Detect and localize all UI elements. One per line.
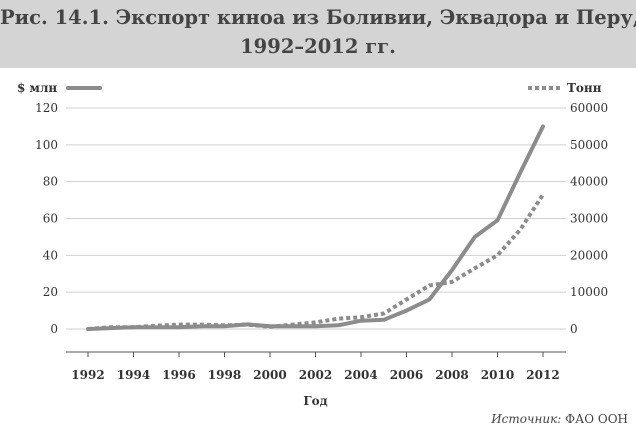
x-axis-title: Год [303, 394, 327, 408]
x-axis-ticks: 1992 1994 1996 1998 2000 2002 2004 2006 2008 2010… [71, 368, 559, 382]
series-line-1 [86, 124, 545, 331]
left-tick-label: 60 [43, 212, 58, 226]
source-label: Источник: [491, 412, 562, 426]
right-tick-label: 10000 [570, 285, 608, 299]
right-tick-label: 30000 [570, 212, 608, 226]
source-note: Источник: ФАО ООН [491, 412, 628, 426]
x-tick-label: 2004 [344, 368, 377, 382]
series-line-2 [87, 193, 545, 331]
left-tick-label: 0 [50, 322, 58, 336]
left-tick-label: 20 [43, 285, 58, 299]
left-tick-label: 40 [43, 248, 58, 262]
x-tick-label: 1996 [162, 368, 195, 382]
grid [66, 107, 566, 330]
left-tick-label: 80 [43, 175, 58, 189]
right-tick-label: 40000 [570, 175, 608, 189]
x-tick-label: 2010 [481, 368, 514, 382]
chart-title-line-1: Рис. 14.1. Экспорт киноа из Боливии, Экв… [0, 6, 636, 29]
right-tick-label: 0 [570, 322, 578, 336]
source-value: ФАО ООН [565, 412, 628, 426]
title-band: Рис. 14.1. Экспорт киноа из Боливии, Экв… [0, 0, 636, 68]
axes [66, 351, 566, 357]
x-tick-label: 2000 [253, 368, 286, 382]
series [86, 124, 545, 331]
x-tick-label: 2006 [390, 368, 423, 382]
chart-title-line-2: 1992–2012 гг. [240, 35, 396, 58]
left-tick-label: 120 [35, 101, 58, 115]
legend-label-right: Тонн [567, 81, 602, 95]
x-tick-label: 1992 [71, 368, 104, 382]
x-tick-label: 1998 [208, 368, 241, 382]
left-tick-label: 100 [35, 138, 58, 152]
right-tick-label: 50000 [570, 138, 608, 152]
line-chart: 0 20 40 60 80 100 120 0 10000 20000 30000 40000 500… [17, 81, 608, 408]
x-tick-label: 2008 [435, 368, 468, 382]
right-axis-ticks: 0 10000 20000 30000 40000 50000 60000 [570, 101, 608, 336]
right-tick-label: 20000 [570, 248, 608, 262]
x-tick-label: 2002 [299, 368, 332, 382]
legend: $ млн Тонн [17, 81, 602, 95]
x-tick-label: 1994 [117, 368, 150, 382]
left-axis-ticks: 0 20 40 60 80 100 120 [35, 101, 58, 336]
x-tick-label: 2012 [526, 368, 559, 382]
legend-label-left: $ млн [17, 81, 57, 95]
right-tick-label: 60000 [570, 101, 608, 115]
